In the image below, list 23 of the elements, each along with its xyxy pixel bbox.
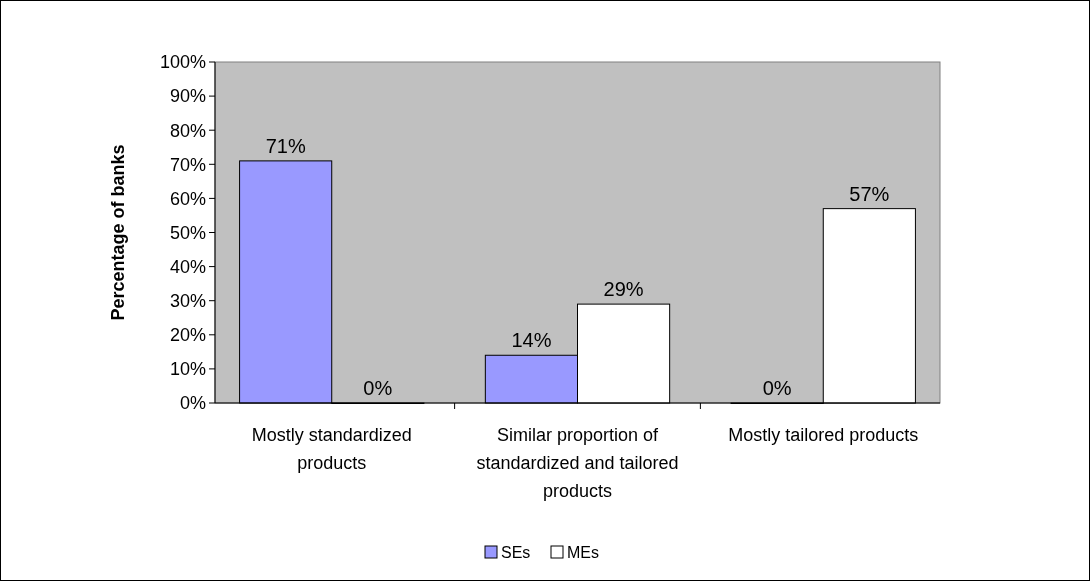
y-tick-label: 60% [169,188,206,209]
data-label: 14% [511,329,552,352]
y-tick-label: 30% [169,291,206,311]
y-tick-label: 10% [169,359,206,380]
y-tick-label: 70% [169,154,206,175]
x-tick-label: Similar proportion of standardized and tailored products [476,425,679,501]
y-tick-label: 0% [179,393,206,414]
y-axis-title: Percentage of banks [108,144,128,321]
y-tick-label: 50% [169,222,206,243]
legend-label: MEs [567,543,599,561]
x-tick-label: Mostly tailored products [728,425,919,445]
data-label: 71% [265,134,306,157]
y-tick-label: 20% [169,325,206,346]
x-tick-label: Mostly standardized products [251,425,412,473]
y-tick-label: 90% [169,86,206,107]
data-label: 0% [762,377,792,399]
y-tick-label: 100% [159,52,206,73]
y-tick-label: 40% [169,256,206,277]
data-label: 0% [363,377,393,399]
data-label: 57% [849,182,890,205]
y-tick-label: 80% [169,120,206,141]
data-label: 29% [603,278,644,301]
legend-label: SEs [501,543,531,561]
